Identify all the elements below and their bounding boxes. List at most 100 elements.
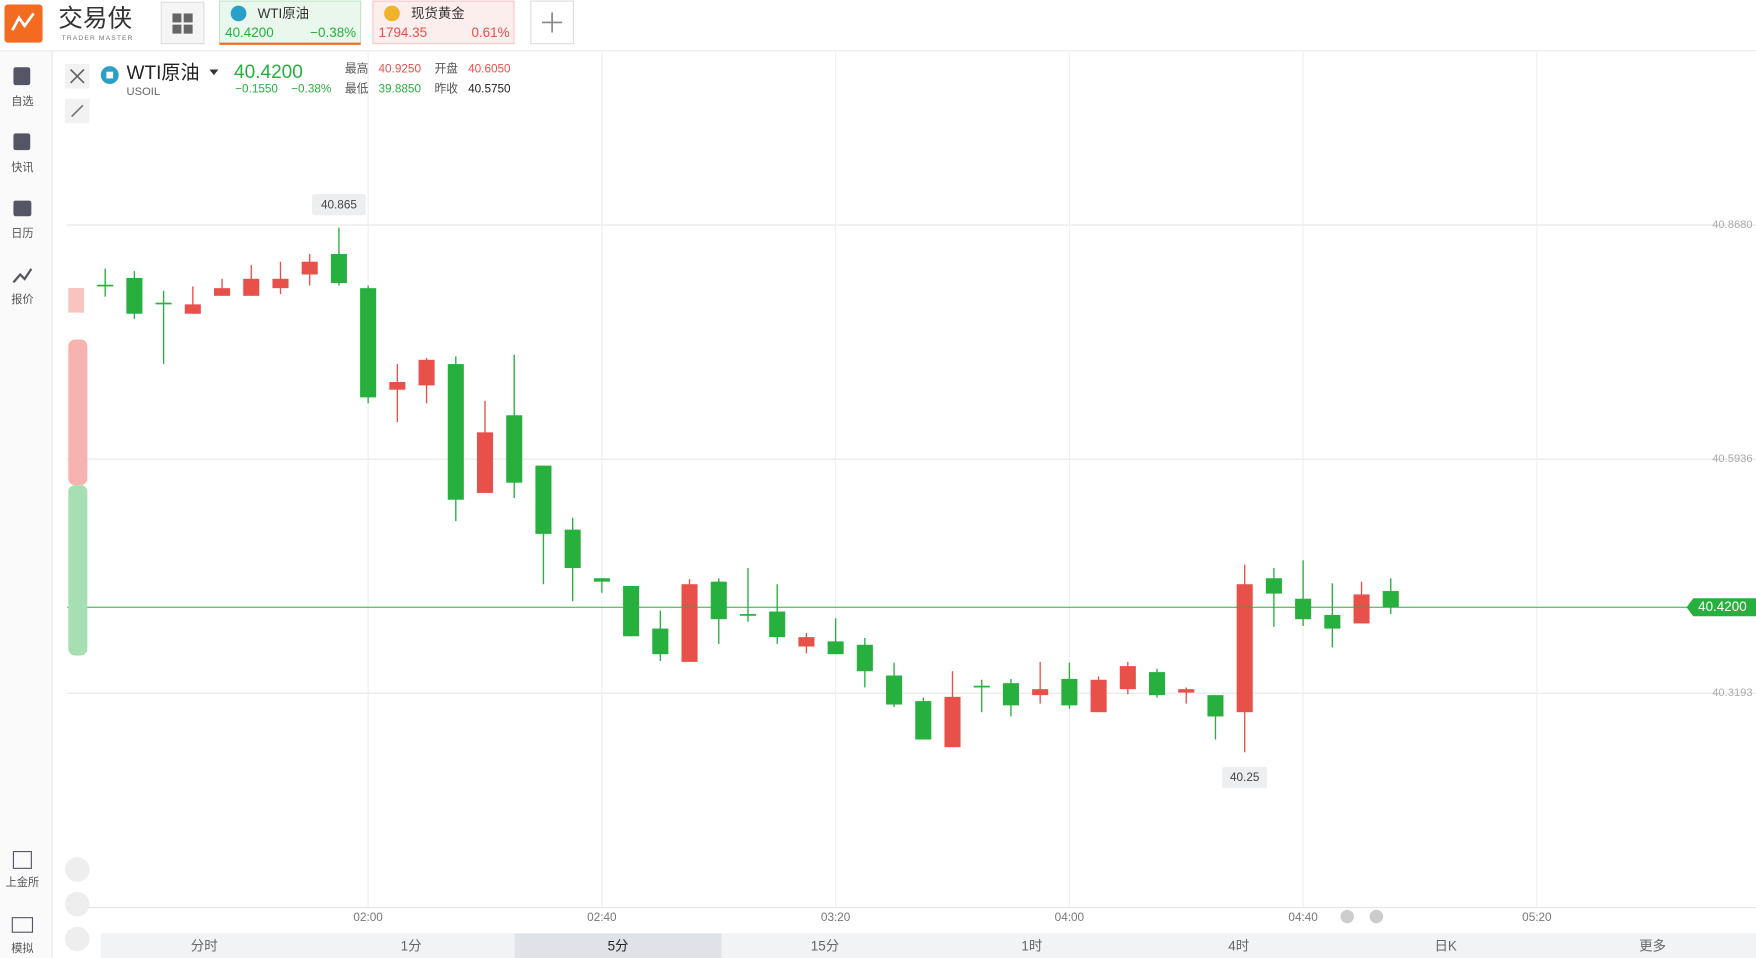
candle-body [1178,689,1195,693]
timeframe[interactable]: 1时 [1021,938,1042,953]
candle-body [798,637,815,647]
x-tick-label: 04:40 [1288,911,1318,924]
stat-label: 开盘 [435,62,459,76]
candle-body [447,364,464,500]
x-tick-label: 02:40 [587,911,617,924]
logo-text: 交易侠 [58,5,132,33]
plot-area: 40.8680 40.5936 40.3193 02:00 02:40 03:20 04:0… [67,52,1756,924]
tool-button[interactable] [64,891,90,917]
candle-body [1236,584,1253,713]
sidebar-icons [11,67,34,933]
candle-body [1032,689,1049,696]
quote-price: 40.4200 [234,62,303,83]
candle-body [272,278,289,289]
candle-body [1119,666,1136,690]
quote-change: −0.1550 [235,83,278,96]
last-price-label: 40.4200 [1698,599,1747,614]
y-tick-label: 40.5936 [1712,453,1752,465]
candle-body [710,581,727,620]
sidebar-item[interactable]: 模拟 [11,941,33,955]
candle-body [1148,672,1166,696]
grid-button[interactable] [160,1,205,45]
candle-body [360,288,377,398]
candle-body [301,261,318,275]
candle-body [973,685,990,688]
candle-body [243,278,260,296]
tool-button[interactable] [64,926,90,952]
candle-body [1002,683,1019,706]
timeframe[interactable]: 日K [1434,938,1456,953]
quote-name[interactable]: WTI原油 [127,62,200,84]
candle-body [1382,591,1399,608]
candle-body [1324,614,1341,629]
max-label: 40.865 [321,198,357,211]
sidebar-item[interactable]: 上金所 [6,875,40,889]
tab-change: 0.61% [471,25,509,40]
candle-body [1207,695,1224,717]
candle-body [1295,598,1312,620]
sentiment-cap [68,287,84,313]
candle-body [97,284,114,287]
sidebar-item[interactable]: 日历 [11,227,33,240]
stat-value: 40.9250 [379,63,422,76]
candle-body [1061,678,1078,706]
timeframe[interactable]: 分时 [191,938,218,953]
sidebar-item[interactable]: 自选 [11,95,33,108]
tab-change: −0.38% [310,25,356,40]
candle-body [214,288,231,296]
annotation-box [1222,766,1268,789]
x-tick-label: 05:20 [1522,911,1552,924]
timeframe[interactable]: 更多 [1639,937,1666,953]
sentiment-bar [68,339,88,486]
candle-body [389,382,406,390]
timeframe[interactable]: 15分 [811,938,839,953]
x-tick-label: 03:20 [821,911,851,924]
stat-value: 39.8850 [379,83,422,96]
stat-label: 最高 [345,62,368,76]
tab-price: 1794.35 [379,25,428,40]
annotation-box [312,193,366,216]
tab-name: WTI原油 [258,6,309,21]
candle-body [535,465,552,534]
candle-body [126,277,143,314]
x-tick-label: 02:00 [353,911,383,924]
quote-symbol: USOIL [127,86,161,98]
x-tick-label: 04:00 [1055,911,1085,924]
candle-body [944,696,961,748]
candle-body [330,254,347,284]
candle-body [1090,679,1107,713]
candle-body [418,359,435,386]
candle-body [564,529,581,569]
tool-button[interactable] [64,857,90,882]
candle-body [593,578,610,582]
timeframe[interactable]: 1分 [401,938,422,953]
stat-label: 最低 [345,83,369,96]
timeframe[interactable]: 5分 [608,938,629,953]
candle-body [1265,578,1282,594]
candle-body [1353,594,1370,624]
candle-body [155,302,172,305]
active-timeframe [514,933,722,958]
candle-body [506,415,523,483]
sidebar-item[interactable]: 快讯 [11,161,33,174]
nav-dot[interactable] [1340,909,1354,924]
candle-body [915,701,932,740]
candle-body [623,585,640,637]
nav-dot[interactable] [1369,909,1384,924]
sidebar [0,51,52,958]
stat-value: 40.6050 [468,63,511,76]
candle-body [769,611,786,638]
last-price-tag [1686,598,1756,617]
candle-body [827,641,844,655]
candle-body [681,584,698,662]
min-label: 40.25 [1230,771,1260,784]
y-tick-label: 40.8680 [1712,219,1752,231]
sidebar-item[interactable]: 报价 [11,292,33,306]
candle-body [856,644,873,672]
y-tick-label: 40.3193 [1712,687,1752,699]
candle-body [476,432,494,493]
timeframe[interactable]: 4时 [1228,938,1249,953]
stat-label: 昨收 [435,82,459,96]
